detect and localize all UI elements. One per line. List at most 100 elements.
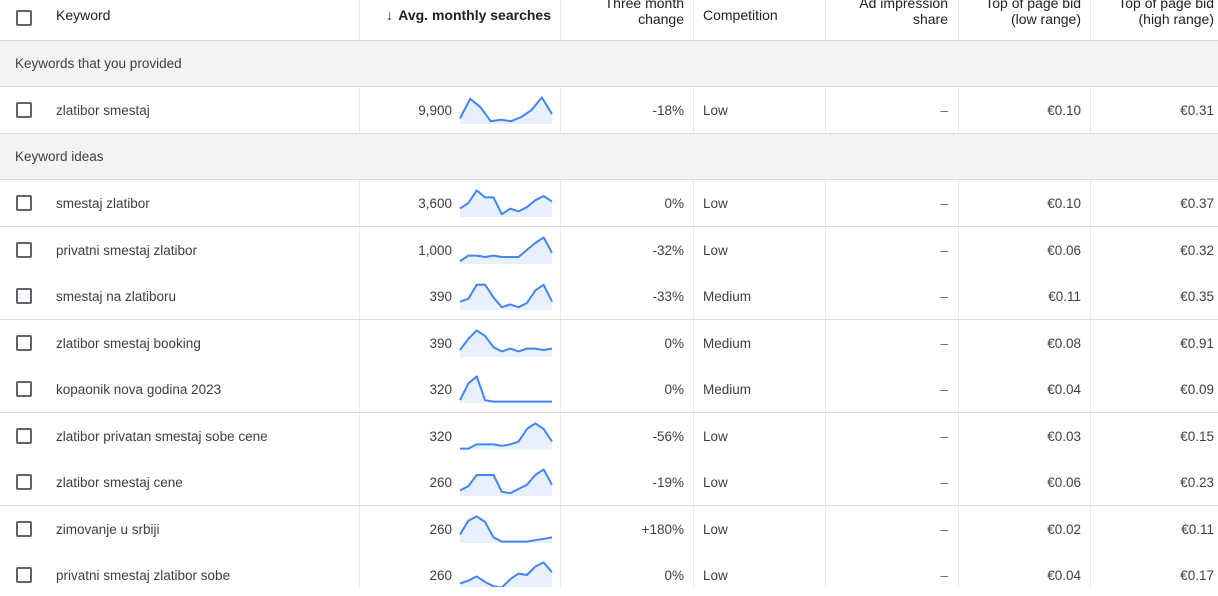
sparkline-area bbox=[460, 516, 552, 543]
competition-column-header[interactable]: Competition bbox=[703, 7, 778, 23]
sparkline-line bbox=[459, 283, 553, 309]
avg-searches-cell: 9,900 bbox=[418, 102, 452, 118]
avg-searches-cell: 3,600 bbox=[418, 195, 452, 211]
table-row[interactable]: zlatibor privatan smestaj sobe cene 320 … bbox=[0, 413, 1218, 460]
bid-low-cell: €0.03 bbox=[1047, 428, 1081, 444]
bid-low-cell: €0.04 bbox=[1047, 381, 1081, 397]
table-row[interactable]: privatni smestaj zlatibor 1,000 -32% Low… bbox=[0, 227, 1218, 274]
keyword-cell: smestaj zlatibor bbox=[56, 195, 150, 211]
table-row[interactable]: zlatibor smestaj cene 260 -19% Low – €0.… bbox=[0, 459, 1218, 506]
bid-high-cell: €0.17 bbox=[1180, 567, 1214, 583]
sparkline-line bbox=[459, 515, 553, 543]
trend-sparkline bbox=[460, 422, 553, 450]
row-checkbox[interactable] bbox=[16, 195, 32, 211]
competition-cell: Low bbox=[703, 474, 728, 490]
three-month-change-cell: 0% bbox=[664, 335, 684, 351]
trend-sparkline bbox=[459, 329, 553, 357]
row-checkbox[interactable] bbox=[16, 381, 32, 397]
bid-high-cell: €0.09 bbox=[1180, 381, 1214, 397]
competition-cell: Low bbox=[703, 102, 728, 118]
competition-cell: Low bbox=[703, 428, 728, 444]
avg-searches-cell: 390 bbox=[429, 335, 452, 351]
bid-low-cell: €0.06 bbox=[1047, 474, 1081, 490]
ad-impression-share-column-header[interactable]: Ad impression share bbox=[859, 0, 948, 27]
sparkline-area bbox=[460, 469, 552, 496]
trend-sparkline bbox=[459, 515, 553, 543]
row-checkbox[interactable] bbox=[16, 428, 32, 444]
table-row[interactable]: smestaj na zlatiboru 390 -33% Medium – €… bbox=[0, 273, 1218, 320]
sort-descending-icon: ↓ bbox=[385, 6, 394, 24]
avg-searches-cell: 320 bbox=[429, 381, 452, 397]
avg-searches-cell: 260 bbox=[429, 521, 452, 537]
competition-cell: Low bbox=[703, 567, 728, 583]
table-row[interactable]: privatni smestaj zlatibor sobe 260 0% Lo… bbox=[0, 552, 1218, 587]
ad-impression-share-cell: – bbox=[940, 521, 948, 537]
sparkline-area bbox=[460, 376, 552, 403]
three-month-change-cell: -56% bbox=[652, 428, 684, 444]
bid-high-cell: €0.23 bbox=[1180, 474, 1214, 490]
keyword-cell: zimovanje u srbiji bbox=[56, 521, 160, 537]
sparkline-line bbox=[460, 422, 553, 450]
ad-impression-share-cell: – bbox=[940, 102, 948, 118]
row-checkbox[interactable] bbox=[16, 288, 32, 304]
ad-impression-share-cell: – bbox=[940, 474, 948, 490]
avg-searches-cell: 260 bbox=[429, 474, 452, 490]
row-checkbox[interactable] bbox=[16, 521, 32, 537]
sparkline-line bbox=[459, 189, 553, 216]
bid-high-cell: €0.32 bbox=[1180, 242, 1214, 258]
competition-cell: Medium bbox=[703, 335, 752, 351]
row-checkbox[interactable] bbox=[16, 242, 32, 258]
row-checkbox[interactable] bbox=[16, 102, 32, 118]
keyword-cell: zlatibor privatan smestaj sobe cene bbox=[56, 428, 268, 444]
three-month-change-cell: 0% bbox=[664, 195, 684, 211]
ad-impression-share-cell: – bbox=[940, 381, 948, 397]
bid-high-cell: €0.37 bbox=[1180, 195, 1214, 211]
select-all-checkbox[interactable] bbox=[16, 10, 32, 26]
table-row[interactable]: zlatibor smestaj booking 390 0% Medium –… bbox=[0, 320, 1218, 367]
group-label: Keyword ideas bbox=[15, 149, 104, 164]
row-checkbox[interactable] bbox=[16, 567, 32, 583]
table-row[interactable]: zimovanje u srbiji 260 +180% Low – €0.02… bbox=[0, 506, 1218, 553]
sparkline-line bbox=[459, 329, 553, 353]
group-label: Keywords that you provided bbox=[15, 56, 182, 71]
ad-impression-share-cell: – bbox=[940, 242, 948, 258]
competition-cell: Medium bbox=[703, 381, 752, 397]
competition-cell: Low bbox=[703, 195, 728, 211]
bid-low-cell: €0.10 bbox=[1047, 102, 1081, 118]
table-row[interactable]: zlatibor smestaj 9,900 -18% Low – €0.10 … bbox=[0, 87, 1218, 134]
ad-impression-share-cell: – bbox=[940, 335, 948, 351]
table-row[interactable]: kopaonik nova godina 2023 320 0% Medium … bbox=[0, 366, 1218, 413]
bid-high-cell: €0.11 bbox=[1181, 521, 1214, 537]
trend-sparkline bbox=[459, 236, 553, 264]
trend-sparkline bbox=[459, 189, 553, 217]
keyword-cell: kopaonik nova godina 2023 bbox=[56, 381, 222, 397]
bid-low-column-header[interactable]: Top of page bid (low range) bbox=[985, 0, 1081, 27]
avg-searches-cell: 320 bbox=[429, 428, 452, 444]
table-header: Keyword ↓ Avg. monthly searches Three mon… bbox=[0, 0, 1218, 41]
row-checkbox[interactable] bbox=[16, 474, 32, 490]
three-month-change-cell: -32% bbox=[652, 242, 684, 258]
keyword-column-header[interactable]: Keyword bbox=[56, 7, 111, 23]
trend-sparkline bbox=[459, 561, 553, 587]
sparkline-line bbox=[459, 96, 553, 123]
three-month-change-cell: 0% bbox=[664, 567, 684, 583]
row-checkbox[interactable] bbox=[16, 335, 32, 351]
keyword-cell: privatni smestaj zlatibor bbox=[56, 242, 198, 258]
sparkline-area bbox=[460, 423, 552, 450]
trend-sparkline bbox=[459, 96, 553, 124]
table-row[interactable]: smestaj zlatibor 3,600 0% Low – €0.10 €0… bbox=[0, 180, 1218, 227]
bid-high-column-header[interactable]: Top of page bid (high range) bbox=[1118, 0, 1214, 27]
bid-low-cell: €0.02 bbox=[1047, 521, 1081, 537]
ad-impression-share-cell: – bbox=[940, 288, 948, 304]
three-month-change-column-header[interactable]: Three month change bbox=[604, 0, 684, 27]
sparkline-area bbox=[460, 330, 552, 357]
sparkline-line bbox=[459, 236, 553, 263]
keyword-cell: zlatibor smestaj booking bbox=[56, 335, 201, 351]
group-header-provided: Keywords that you provided bbox=[0, 41, 1218, 87]
avg-searches-column-header[interactable]: ↓ Avg. monthly searches bbox=[385, 6, 551, 24]
ad-impression-share-cell: – bbox=[940, 567, 948, 583]
trend-sparkline bbox=[459, 283, 553, 310]
three-month-change-cell: -18% bbox=[652, 102, 684, 118]
three-month-change-cell: -33% bbox=[652, 288, 684, 304]
